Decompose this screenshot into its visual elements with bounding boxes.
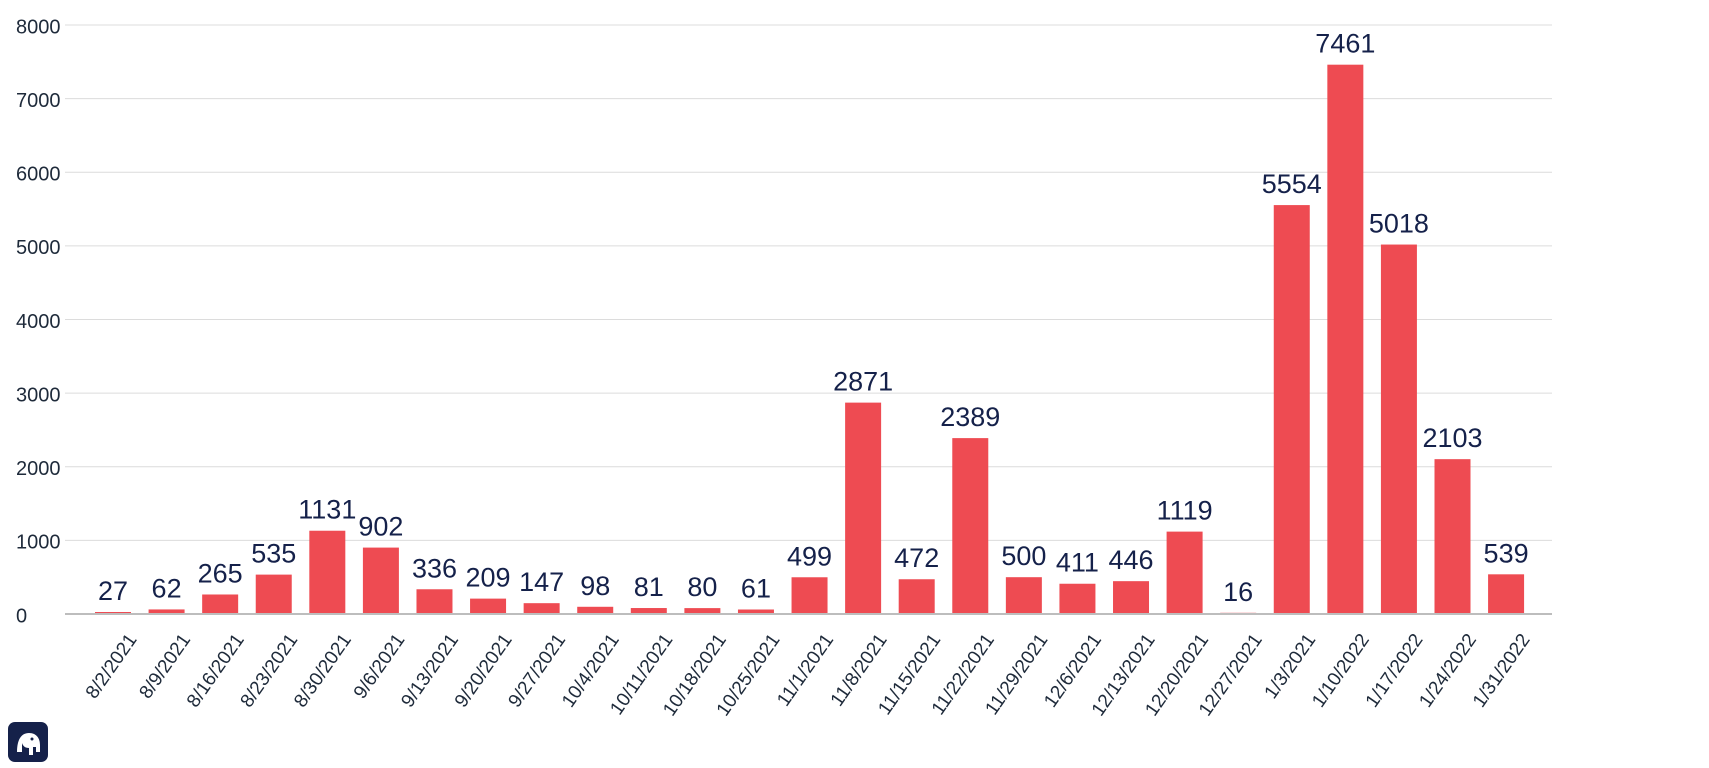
y-tick-label: 2000 xyxy=(16,458,61,480)
data-label: 265 xyxy=(198,558,243,588)
x-tick-label: 1/3/2021 xyxy=(1261,630,1321,703)
y-tick-label: 8000 xyxy=(16,16,61,38)
bar xyxy=(1059,583,1096,614)
data-label: 2389 xyxy=(940,402,1000,432)
bar xyxy=(255,574,292,614)
bar xyxy=(202,594,239,614)
bar xyxy=(1327,64,1364,614)
data-label: 7461 xyxy=(1315,29,1375,59)
bar xyxy=(1488,574,1525,614)
bar xyxy=(309,530,346,614)
x-tick-label: 9/6/2021 xyxy=(350,630,410,703)
bar xyxy=(148,609,185,614)
bars xyxy=(95,64,1525,615)
y-tick-label: 0 xyxy=(16,605,27,627)
bar xyxy=(952,438,989,614)
data-label: 61 xyxy=(741,574,771,604)
data-label: 499 xyxy=(787,541,832,571)
bar xyxy=(737,609,774,614)
data-label: 147 xyxy=(519,567,564,597)
bar xyxy=(523,603,560,614)
bar xyxy=(898,579,935,614)
data-label: 2871 xyxy=(833,367,893,397)
bar xyxy=(416,589,453,614)
data-label: 902 xyxy=(358,512,403,542)
elephant-logo xyxy=(8,722,48,762)
data-label: 1119 xyxy=(1157,496,1213,526)
bar xyxy=(684,608,721,614)
data-label: 80 xyxy=(687,572,717,602)
y-tick-label: 7000 xyxy=(16,90,61,112)
data-label: 5554 xyxy=(1262,169,1322,199)
elephant-icon xyxy=(8,722,48,762)
bar xyxy=(1113,581,1150,614)
bar xyxy=(630,608,667,614)
data-label: 209 xyxy=(466,563,511,593)
x-tick-label: 8/9/2021 xyxy=(136,630,196,703)
bar xyxy=(362,547,399,614)
data-label: 336 xyxy=(412,553,457,583)
bar xyxy=(1273,205,1310,615)
bar xyxy=(470,598,507,614)
data-label: 500 xyxy=(1001,541,1046,571)
data-label: 539 xyxy=(1484,538,1529,568)
data-label: 5018 xyxy=(1369,209,1429,239)
bar xyxy=(1434,459,1471,614)
data-label: 62 xyxy=(152,573,182,603)
x-axis-ticks: 8/2/20218/9/20218/16/20218/23/20218/30/2… xyxy=(82,630,1535,720)
x-tick-label: 8/2/2021 xyxy=(82,630,142,703)
data-label: 27 xyxy=(98,576,128,606)
bar xyxy=(577,606,614,614)
gridlines xyxy=(65,24,1552,541)
y-tick-label: 3000 xyxy=(16,384,61,406)
bar xyxy=(1380,244,1417,614)
data-label: 98 xyxy=(580,571,610,601)
data-label: 16 xyxy=(1223,577,1253,607)
data-label: 2103 xyxy=(1422,423,1482,453)
data-label: 535 xyxy=(251,539,296,569)
bar xyxy=(1005,577,1042,614)
y-tick-label: 1000 xyxy=(16,532,61,554)
y-tick-label: 5000 xyxy=(16,237,61,259)
bar xyxy=(845,402,882,614)
data-label: 81 xyxy=(634,572,664,602)
data-label: 446 xyxy=(1108,545,1153,575)
y-axis-ticks: 0 1000 2000 3000 4000 5000 6000 7000 8000 xyxy=(16,16,61,627)
bar xyxy=(791,577,828,614)
data-label: 411 xyxy=(1056,548,1099,578)
data-label: 472 xyxy=(894,543,939,573)
bar xyxy=(1166,531,1203,614)
y-tick-label: 4000 xyxy=(16,311,61,333)
data-label: 1131 xyxy=(298,495,356,525)
y-tick-label: 6000 xyxy=(16,164,61,186)
